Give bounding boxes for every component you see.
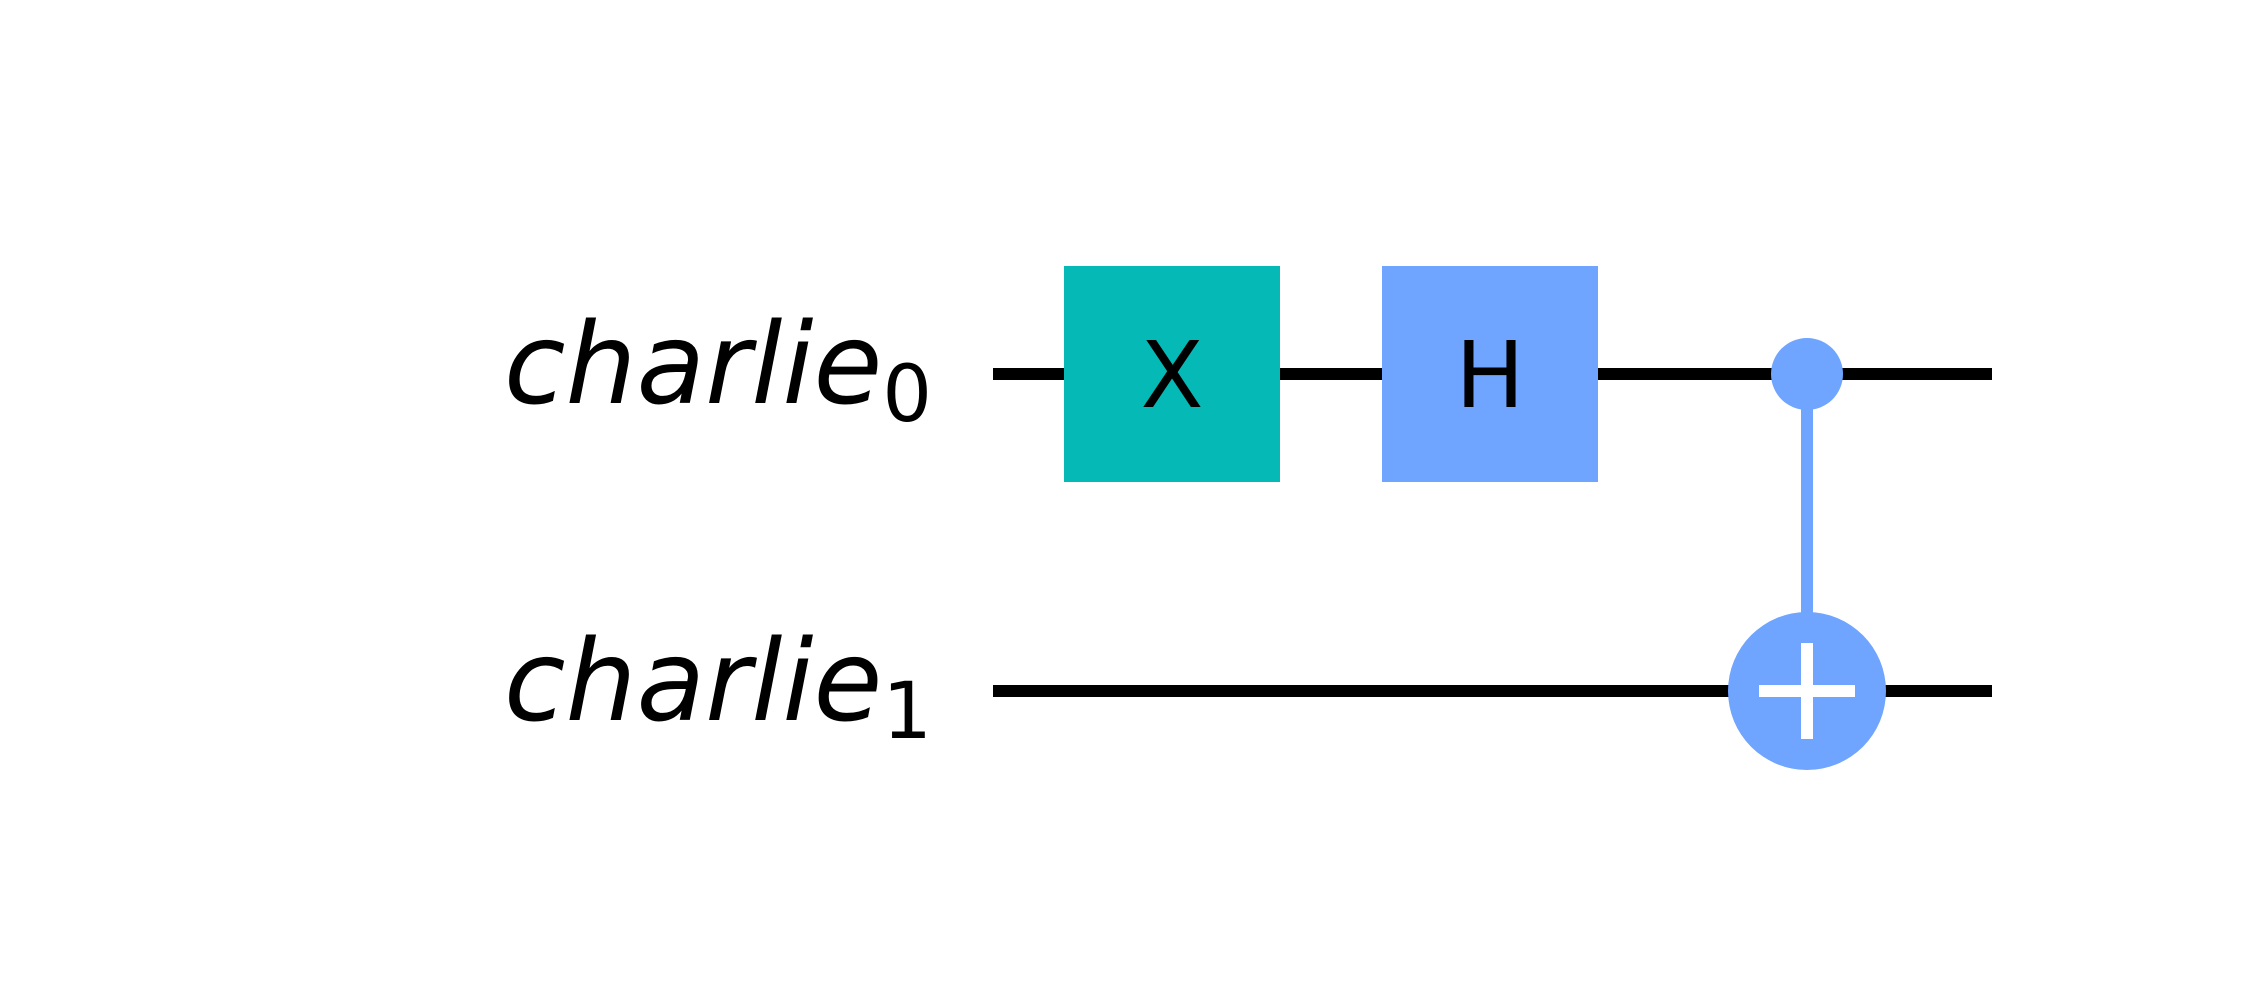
x-gate: X <box>1064 266 1280 482</box>
cnot-control-dot <box>1771 338 1843 410</box>
qubit-label-1: charlie1 <box>504 617 932 757</box>
x-gate-box <box>1064 266 1280 482</box>
qubit-label-1-name: charlie <box>504 617 882 747</box>
qubit-label-0-index: 0 <box>882 350 932 440</box>
qubit-label-0-name: charlie <box>504 300 882 430</box>
qubit-label-0: charlie0 <box>504 300 932 440</box>
h-gate-box <box>1382 266 1598 482</box>
h-gate-label: H <box>1455 322 1524 429</box>
cnot-gate <box>1728 338 1886 770</box>
x-gate-label: X <box>1140 322 1203 429</box>
qubit-label-1-index: 1 <box>882 667 932 757</box>
h-gate: H <box>1382 266 1598 482</box>
